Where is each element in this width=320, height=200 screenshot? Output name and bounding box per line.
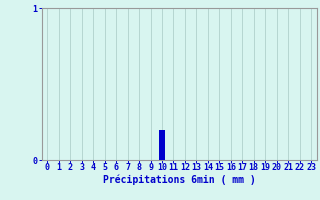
Bar — [159, 130, 165, 160]
X-axis label: Précipitations 6min ( mm ): Précipitations 6min ( mm ) — [103, 175, 256, 185]
